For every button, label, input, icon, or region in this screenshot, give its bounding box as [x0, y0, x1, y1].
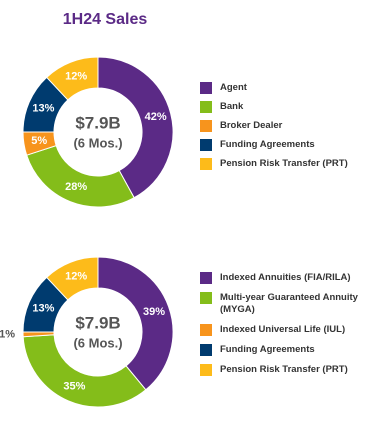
legend-label: Funding Agreements	[220, 344, 315, 355]
data-label: 42%	[145, 111, 167, 123]
legend-item: Broker Dealer	[200, 120, 365, 132]
legend-swatch	[200, 101, 212, 113]
legend-label: Funding Agreements	[220, 139, 315, 150]
slice	[26, 144, 135, 208]
data-label: 28%	[65, 181, 87, 193]
data-label: 13%	[32, 102, 54, 114]
center-label: (6 Mos.)	[73, 335, 122, 350]
data-label: 5%	[31, 135, 47, 147]
legend-label: Agent	[220, 82, 247, 93]
center-label: (6 Mos.)	[73, 135, 122, 150]
legend: Indexed Annuities (FIA/RILA) Multi-year G…	[200, 272, 365, 376]
legend-label: Multi-year Guaranteed Annuity (MYGA)	[220, 292, 358, 315]
data-label: 12%	[65, 271, 87, 283]
data-label: 35%	[63, 381, 85, 393]
legend-swatch	[200, 158, 212, 170]
data-label: 13%	[32, 302, 54, 314]
legend-label: Pension Risk Transfer (PRT)	[220, 364, 348, 375]
chart-title: 1H24 Sales	[63, 11, 148, 28]
legend-item: Funding Agreements	[200, 139, 365, 151]
center-label: $7.9B	[75, 313, 120, 332]
legend: Agent Bank Broker Dealer Funding Agreements…	[200, 82, 365, 170]
data-label: 39%	[143, 306, 165, 318]
legend-swatch	[200, 292, 212, 304]
slice	[45, 56, 99, 101]
legend-swatch	[200, 120, 212, 132]
center-label: $7.9B	[75, 113, 120, 132]
legend-swatch	[200, 344, 212, 356]
legend-swatch	[200, 272, 212, 284]
legend-item: Agent	[200, 82, 365, 94]
data-label: 12%	[65, 71, 87, 83]
legend-label: Pension Risk Transfer (PRT)	[220, 158, 348, 169]
legend-item: Indexed Universal Life (IUL)	[200, 324, 365, 336]
legend-swatch	[200, 139, 212, 151]
legend-item: Indexed Annuities (FIA/RILA)	[200, 272, 365, 284]
legend-item: Bank	[200, 101, 365, 113]
legend-swatch	[200, 324, 212, 336]
legend-swatch	[200, 82, 212, 94]
legend-label: Indexed Universal Life (IUL)	[220, 324, 346, 335]
legend-label: Indexed Annuities (FIA/RILA)	[220, 272, 351, 283]
legend-label: Bank	[220, 101, 244, 112]
legend-swatch	[200, 364, 212, 376]
slice	[22, 334, 147, 408]
slice	[97, 56, 174, 199]
legend-label: Broker Dealer	[220, 120, 283, 131]
legend-item: Pension Risk Transfer (PRT)	[200, 364, 365, 376]
legend-item: Funding Agreements	[200, 344, 365, 356]
legend-item: Pension Risk Transfer (PRT)	[200, 158, 365, 170]
data-label: 1%	[0, 329, 15, 341]
slice	[45, 256, 99, 301]
legend-item: Multi-year Guaranteed Annuity (MYGA)	[200, 292, 365, 316]
slice	[97, 256, 174, 391]
